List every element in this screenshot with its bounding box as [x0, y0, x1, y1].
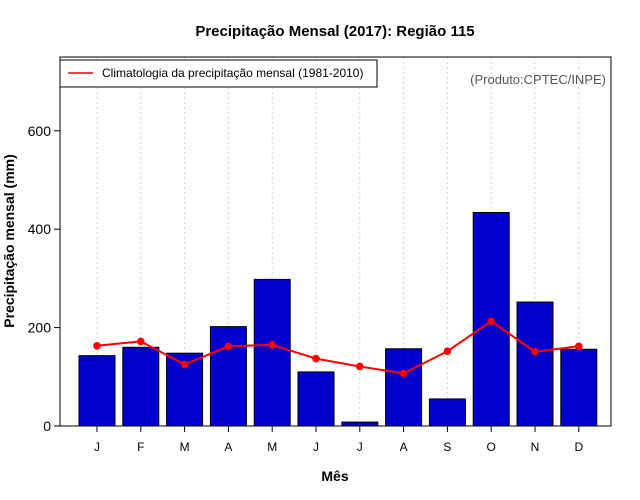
climatology-point [268, 341, 277, 349]
bar-d-12 [560, 348, 598, 427]
x-tick-label: D [574, 440, 583, 454]
x-tick-label: F [137, 440, 144, 454]
bar-series [78, 211, 598, 427]
bar-j-1 [78, 355, 116, 427]
x-tick-label: J [357, 440, 363, 454]
y-axis-title: Precipitação mensal (mm) [1, 154, 17, 328]
y-tick-label: 200 [28, 320, 52, 336]
legend: Climatologia da precipitação mensal (198… [59, 59, 378, 88]
legend-label: Climatologia da precipitação mensal (198… [102, 66, 363, 80]
plot-frame [59, 56, 612, 427]
climatology-series [93, 317, 583, 378]
climatology-point [487, 317, 496, 326]
x-tick-label: S [443, 440, 451, 454]
climatology-point [93, 342, 101, 350]
bar-m-5 [253, 278, 291, 427]
credit-annotation: (Produto:CPTEC/INPE) [470, 72, 606, 87]
x-tick-label: O [487, 440, 496, 454]
x-tick-label: M [180, 440, 190, 454]
climatology-line [96, 319, 579, 375]
x-tick-label: A [224, 440, 232, 454]
climatology-point [137, 337, 145, 346]
bar-s-9 [428, 398, 466, 427]
climatology-point [399, 369, 408, 378]
bar-j-7 [341, 421, 379, 427]
climatology-point [443, 347, 452, 356]
bar-n-11 [516, 301, 554, 427]
bar-j-6 [297, 371, 335, 427]
climatology-point [224, 342, 233, 351]
grid-lines [96, 57, 580, 426]
bar-a-8 [385, 348, 423, 427]
y-tick-label: 0 [43, 418, 51, 434]
legend-box [59, 59, 378, 88]
bar-f-2 [122, 346, 160, 427]
y-axis: 0 200 400 600 [28, 123, 60, 434]
x-tick-label: J [94, 440, 100, 454]
y-tick-label: 600 [28, 123, 52, 139]
bar-a-4 [209, 326, 247, 427]
x-tick-label: A [400, 440, 408, 454]
x-tick-label: M [267, 440, 277, 454]
climatology-point [180, 360, 189, 369]
x-tick-label: J [313, 440, 319, 454]
climatology-point [531, 347, 539, 356]
climatology-point [356, 362, 364, 371]
climatology-point [312, 354, 320, 363]
climatology-point [575, 342, 583, 351]
y-tick-label: 400 [28, 221, 52, 237]
chart-title: Precipitação Mensal (2017): Região 115 [195, 23, 474, 40]
x-tick-label: N [531, 440, 540, 454]
x-axis-title: Mês [321, 468, 348, 484]
